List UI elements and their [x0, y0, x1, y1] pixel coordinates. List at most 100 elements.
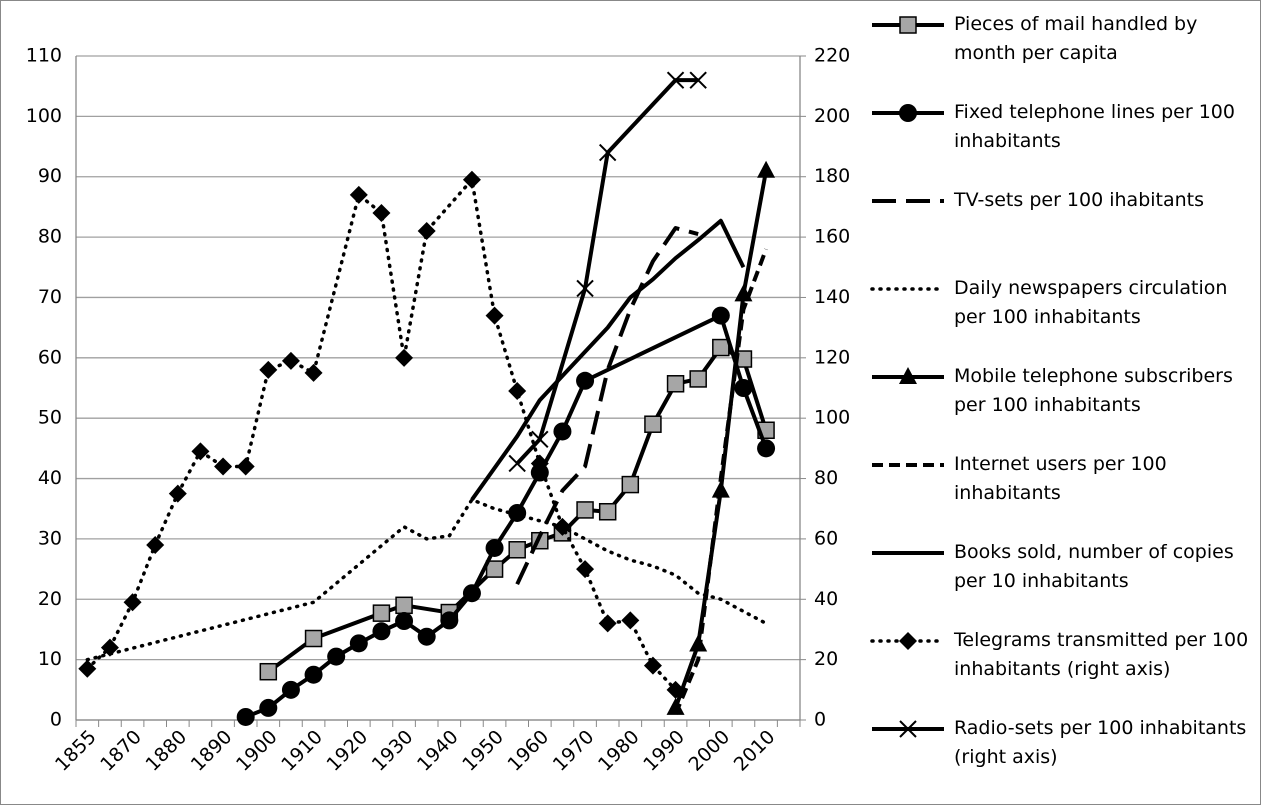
x-tick-label: 1880	[141, 726, 191, 776]
marker	[576, 501, 594, 519]
y2-tick-label: 120	[814, 346, 850, 368]
legend-symbol	[872, 16, 944, 34]
legend-symbol	[870, 632, 946, 650]
legend-entry: TV-sets per 100 ihabitants	[868, 186, 1258, 216]
x-tick-label: 1950	[458, 726, 508, 776]
y-tick-label: 10	[38, 648, 62, 670]
marker	[236, 707, 255, 726]
marker	[146, 535, 165, 554]
marker	[327, 647, 346, 666]
marker	[689, 71, 707, 89]
legend-symbol	[870, 287, 946, 291]
y2-tick-label: 80	[814, 467, 838, 489]
x-tick-label: 1920	[322, 726, 372, 776]
marker	[530, 454, 549, 473]
legend-symbol	[872, 104, 944, 122]
legend-entry: Daily newspapers circulation per 100 inh…	[868, 274, 1258, 332]
marker	[689, 370, 707, 388]
legend-symbol	[872, 199, 944, 203]
y2-tick-label: 160	[814, 226, 850, 248]
legend-symbol	[872, 551, 944, 555]
x-tick-label: 1930	[368, 726, 418, 776]
marker	[214, 457, 233, 476]
legend-label: Fixed telephone lines per 100 inhabitant…	[954, 101, 1235, 152]
legend-entry: Radio-sets per 100 inhabitants (right ax…	[868, 714, 1258, 772]
marker	[372, 604, 391, 622]
y-tick-label: 90	[38, 165, 62, 187]
y-tick-label: 60	[38, 346, 62, 368]
legend-entry: Mobile telephone subscribers per 100 inh…	[868, 362, 1258, 420]
marker	[899, 632, 917, 650]
marker	[259, 360, 278, 379]
series-line	[673, 248, 768, 715]
marker	[349, 634, 368, 653]
y-tick-label: 110	[26, 45, 62, 67]
marker	[530, 463, 549, 482]
marker	[123, 593, 142, 612]
marker	[349, 185, 368, 204]
legend-label: Telegrams transmitted per 100 inhabitant…	[954, 629, 1249, 680]
marker	[711, 306, 730, 325]
marker	[508, 503, 527, 522]
legend-label: Internet users per 100 inhabitants	[954, 453, 1167, 504]
series-line	[673, 170, 769, 709]
marker	[666, 71, 685, 89]
marker	[462, 584, 481, 603]
x-tick-label: 1980	[594, 726, 644, 776]
marker	[372, 622, 391, 641]
marker	[576, 279, 594, 298]
marker	[372, 203, 391, 222]
series-line	[470, 218, 746, 501]
marker	[485, 538, 504, 557]
y-tick-label: 30	[38, 527, 62, 549]
y-tick-label: 0	[50, 709, 62, 731]
marker	[485, 560, 504, 578]
marker	[304, 629, 323, 648]
legend-entry: Telegrams transmitted per 100 inhabitant…	[868, 626, 1258, 684]
y2-tick-label: 20	[814, 648, 838, 670]
marker	[598, 143, 617, 162]
marker	[462, 170, 481, 189]
y-tick-label: 40	[38, 467, 62, 489]
y-tick-label: 20	[38, 588, 62, 610]
marker	[508, 541, 526, 559]
x-tick-label: 1910	[277, 726, 327, 776]
marker	[236, 457, 255, 476]
marker	[440, 611, 459, 630]
marker	[576, 371, 595, 390]
legend-label: Mobile telephone subscribers per 100 inh…	[954, 365, 1233, 416]
x-tick-label: 2000	[684, 726, 734, 776]
marker	[689, 634, 708, 652]
legend-entry: Pieces of mail handled by month per capi…	[868, 10, 1258, 68]
y2-tick-label: 100	[814, 407, 850, 429]
series-line	[515, 226, 699, 586]
marker	[259, 698, 278, 717]
legend-entry: Books sold, number of copies per 10 inha…	[868, 538, 1258, 596]
marker	[531, 430, 549, 449]
marker	[417, 222, 436, 241]
marker	[395, 348, 414, 367]
marker	[304, 665, 323, 684]
marker	[621, 611, 640, 630]
legend-label: Pieces of mail handled by month per capi…	[954, 13, 1198, 64]
marker	[757, 160, 776, 178]
marker	[395, 596, 413, 615]
marker	[899, 104, 917, 122]
marker	[553, 422, 572, 441]
marker	[666, 375, 685, 393]
legend-symbol	[872, 720, 944, 738]
marker	[281, 351, 300, 370]
x-tick-label: 1940	[413, 726, 463, 776]
marker	[644, 415, 662, 433]
marker	[191, 442, 210, 461]
x-tick-label: 2010	[730, 726, 780, 776]
legend-label: Daily newspapers circulation per 100 inh…	[954, 277, 1228, 328]
marker	[734, 379, 753, 397]
marker	[485, 306, 504, 325]
y2-tick-label: 180	[814, 165, 850, 187]
legend-symbol	[872, 367, 944, 384]
marker	[304, 363, 323, 382]
marker	[281, 680, 300, 699]
